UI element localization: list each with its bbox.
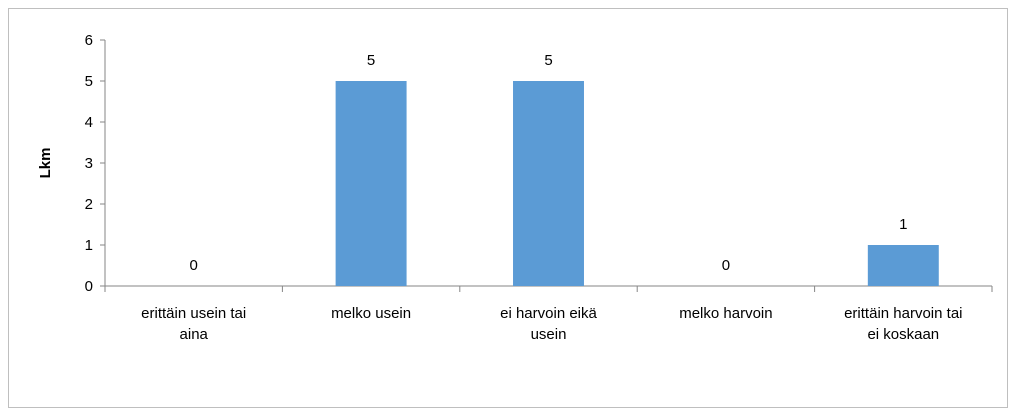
data-label: 0 xyxy=(722,257,730,274)
chart-frame xyxy=(8,8,1008,408)
data-label: 0 xyxy=(190,257,198,274)
data-label: 5 xyxy=(367,52,375,69)
x-category-label: erittäin usein tai xyxy=(141,305,246,322)
y-tick-label: 0 xyxy=(85,278,93,295)
x-category-label: erittäin harvoin tai xyxy=(844,305,962,322)
bar xyxy=(335,81,407,286)
bars xyxy=(335,81,939,286)
x-category-label: ei harvoin eikä xyxy=(500,305,597,322)
y-tick-label: 1 xyxy=(85,237,93,254)
y-tick-label: 6 xyxy=(85,32,93,49)
x-category-label: aina xyxy=(180,326,209,343)
x-category-label: melko usein xyxy=(331,305,411,322)
x-category-label: ei koskaan xyxy=(867,326,939,343)
labels: 0 erittäin usein tai aina 5 melko usein 5 ei h… xyxy=(141,52,962,343)
y-tick-label: 2 xyxy=(85,196,93,213)
bar xyxy=(513,81,584,286)
y-tick-label: 3 xyxy=(85,155,93,172)
y-axis-title: Lkm xyxy=(37,148,54,179)
data-label: 1 xyxy=(899,216,907,233)
x-category-label: usein xyxy=(531,326,567,343)
y-tick-label: 4 xyxy=(85,114,93,131)
x-category-label: melko harvoin xyxy=(679,305,772,322)
y-tick-label: 5 xyxy=(85,73,93,90)
bar xyxy=(867,245,939,286)
data-label: 5 xyxy=(544,52,552,69)
